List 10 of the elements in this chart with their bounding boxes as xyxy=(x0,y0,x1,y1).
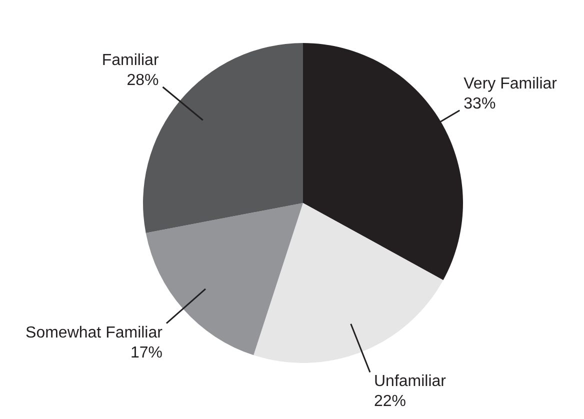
pie-slice xyxy=(303,43,463,280)
data-label: 22% xyxy=(374,393,406,410)
slice-label: Familiar xyxy=(102,52,160,69)
data-label: 28% xyxy=(126,72,159,89)
data-label: 17% xyxy=(130,344,162,362)
pie-slice xyxy=(254,203,444,363)
slice-label: Somewhat Familiar xyxy=(26,324,164,342)
slice-label: Unfamiliar xyxy=(374,373,447,390)
data-label: 33% xyxy=(464,95,496,112)
slice-label: Very Familiar xyxy=(464,75,558,92)
